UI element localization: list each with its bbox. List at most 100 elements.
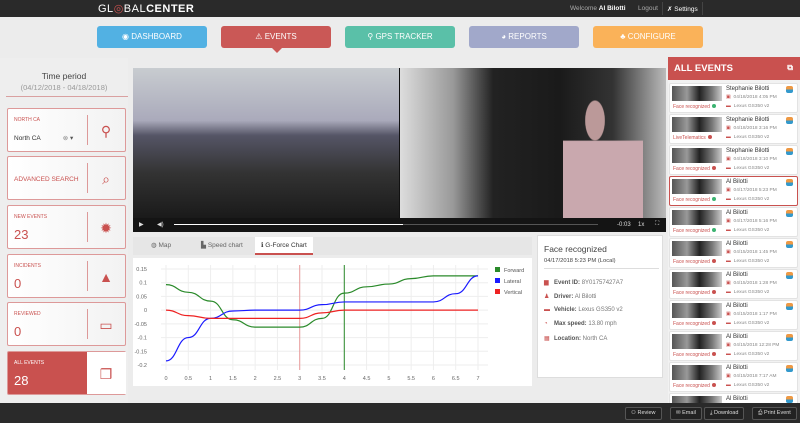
event-list-item[interactable]: Face recognized Al Bilotti ▣ 04/15/2018 7… — [669, 362, 798, 392]
legend-swatch — [495, 267, 500, 272]
event-list-item[interactable]: LiveTelematics Stephanie Bilotti ▣ 04/18/… — [669, 114, 798, 144]
x-tick-label: 1.5 — [229, 376, 237, 382]
vehicle-name: Lexus GS350 v2 — [733, 228, 770, 233]
volume-icon[interactable]: ◀) — [157, 222, 164, 228]
video-controls: ▶ ◀) -0:03 1x ⛶ — [133, 218, 666, 232]
advanced-search-card[interactable]: ADVANCED SEARCH ⌕ — [7, 156, 126, 200]
incidents-count: 0 — [14, 276, 22, 291]
all-events-card[interactable]: ALL EVENTS 28 ❐ — [7, 351, 126, 395]
incidents-label: INCIDENTS — [14, 263, 41, 269]
tab-g-force-chart[interactable]: ℹ G-Force Chart — [255, 237, 313, 255]
g-force-chart: 0 0.5 1 1.5 2 2.5 3 3.5 4 4.5 5 5.5 6 6.5 7 0.15 0.1 0.05… — [133, 258, 532, 386]
x-tick-label: 4 — [343, 376, 346, 382]
car-icon: ▬ — [726, 135, 731, 140]
settings-button[interactable]: ✗ Settings — [662, 2, 703, 15]
vehicle-name: Lexus GS350 v2 — [733, 352, 770, 357]
calendar-icon: ▣ — [726, 157, 731, 162]
event-list-item[interactable]: Face recognized Stephanie Bilotti ▣ 04/18… — [669, 83, 798, 113]
event-thumbnail — [672, 148, 722, 163]
map-pin-icon[interactable]: ⚲ — [100, 123, 112, 139]
driver-avatar-icon — [786, 86, 793, 93]
nav-events[interactable]: ⚠ EVENTS — [221, 26, 331, 53]
email-button[interactable]: ✉ Email — [670, 407, 702, 420]
driver-name: Al Bilotti — [726, 272, 748, 278]
driver-avatar-icon — [786, 365, 793, 372]
all-events-label: ALL EVENTS — [14, 360, 45, 366]
event-list-item[interactable]: Face recognized Al Bilotti ▣ 04/15/2018 1… — [669, 269, 798, 299]
review-button[interactable]: ⚇ Review — [625, 407, 662, 420]
search-icon[interactable]: ⌕ — [102, 171, 110, 187]
play-icon[interactable]: ▶ — [139, 222, 144, 228]
series-line-lateral — [165, 275, 479, 362]
car-icon: ▬ — [726, 321, 731, 326]
detail-row: ♟ Driver: Al Bilotti — [544, 294, 597, 300]
event-thumbnail — [672, 334, 722, 349]
event-list-item[interactable]: Face recognized Al Bilotti ▣ 04/17/2018 5… — [669, 207, 798, 237]
status-dot-icon — [711, 352, 716, 356]
calendar-icon: ▣ — [726, 219, 731, 224]
folder-icon: ▆ — [544, 280, 549, 286]
video-player[interactable]: ▶ ◀) -0:03 1x ⛶ — [133, 68, 666, 232]
driver-name: Al Bilotti — [726, 179, 748, 185]
clear-icon[interactable]: ⊗ — [62, 135, 69, 142]
calendar-icon: ▣ — [726, 374, 731, 379]
tab-map[interactable]: ◍ Map — [151, 242, 172, 249]
calendar-icon: ▣ — [726, 188, 731, 193]
event-list-item[interactable]: Face recognized Al Bilotti ▣ 04/15/2018 1… — [669, 238, 798, 268]
globe-icon: ◍ — [151, 242, 157, 249]
detail-row: ▆ Event ID: 8Y01757427A7 — [544, 280, 624, 286]
x-tick-label: 3.5 — [318, 376, 326, 382]
tab-speed-chart[interactable]: ▙ Speed chart — [201, 242, 243, 249]
logout-link[interactable]: Logout — [638, 5, 658, 12]
incidents-card[interactable]: INCIDENTS 0 ▲ — [7, 254, 126, 298]
expand-icon[interactable]: ⧉ — [787, 63, 793, 72]
calendar-icon: ▣ — [726, 343, 731, 348]
event-list-item[interactable]: Face recognized Al Bilotti ▣ 04/15/2018 1… — [669, 331, 798, 361]
x-tick-label: 4.5 — [363, 376, 371, 382]
region-filter-card[interactable]: NORTH CA North CA ⊗ ▾ ⚲ — [7, 108, 126, 152]
dashboard-icon: ◉ — [122, 32, 130, 41]
nav-configure[interactable]: ♣ CONFIGURE — [593, 26, 703, 48]
chevron-down-icon[interactable]: ▾ — [70, 135, 74, 142]
detail-row: ◔ Max speed: 13.80 mph — [544, 321, 617, 327]
nav-gps-tracker[interactable]: ⚲ GPS TRACKER — [345, 26, 455, 48]
vehicle-name: Lexus GS350 v2 — [733, 383, 770, 388]
driver-image — [563, 88, 643, 218]
new-events-card[interactable]: NEW EVENTS 23 ✹ — [7, 205, 126, 249]
calendar-icon: ▣ — [726, 126, 731, 131]
calendar-icon: ▣ — [726, 95, 731, 100]
nav-dashboard[interactable]: ◉ DASHBOARD — [97, 26, 207, 48]
video-progress-bar[interactable] — [174, 224, 598, 225]
region-select[interactable]: North CA ⊗ ▾ — [14, 135, 74, 142]
download-button[interactable]: ⤓ Download — [704, 407, 745, 420]
review-icon: ⚇ — [631, 410, 636, 416]
status-dot-icon — [711, 104, 716, 108]
x-tick-label: 0.5 — [184, 376, 192, 382]
event-list-item[interactable]: Face recognized Al Bilotti ▣ 04/15/2018 1… — [669, 300, 798, 330]
event-type: LiveTelematics — [673, 135, 706, 141]
region-label: NORTH CA — [14, 117, 41, 123]
event-list-item[interactable]: Face recognized Stephanie Bilotti ▣ 04/18… — [669, 145, 798, 175]
car-icon: ▬ — [726, 197, 731, 202]
event-type: Face recognized — [673, 228, 710, 234]
driver-name: Al Bilotti — [726, 241, 748, 247]
playback-speed[interactable]: 1x — [638, 222, 645, 228]
time-period-range[interactable]: (04/12/2018 - 04/18/2018) — [20, 83, 108, 92]
info-icon: ℹ — [261, 242, 264, 249]
fullscreen-icon[interactable]: ⛶ — [655, 221, 660, 227]
y-tick-label: 0.05 — [136, 294, 147, 300]
event-list-item[interactable]: Face recognized Al Bilotti ▣ 04/17/2018 5… — [669, 176, 798, 206]
x-tick-label: 0 — [164, 376, 167, 382]
nav-reports[interactable]: ◕ REPORTS — [469, 26, 579, 48]
reviewed-card[interactable]: REVIEWED 0 ▭ — [7, 302, 126, 346]
driver-avatar-icon — [786, 179, 793, 186]
event-thumbnail — [672, 241, 722, 256]
top-bar: GL◎BALCENTER Welcome Al Bilotti Logout ✗… — [0, 0, 800, 17]
vehicle-name: Lexus GS350 v2 — [733, 197, 770, 202]
vehicle-name: Lexus GS350 v2 — [733, 259, 770, 264]
event-detail-panel: Face recognized 04/17/2018 5:23 PM (Loca… — [537, 235, 663, 378]
print-button[interactable]: ⎙ Print Event — [752, 407, 797, 420]
x-tick-label: 1 — [209, 376, 212, 382]
driver-name: Stephanie Bilotti — [726, 148, 770, 154]
status-dot-icon — [711, 321, 716, 325]
